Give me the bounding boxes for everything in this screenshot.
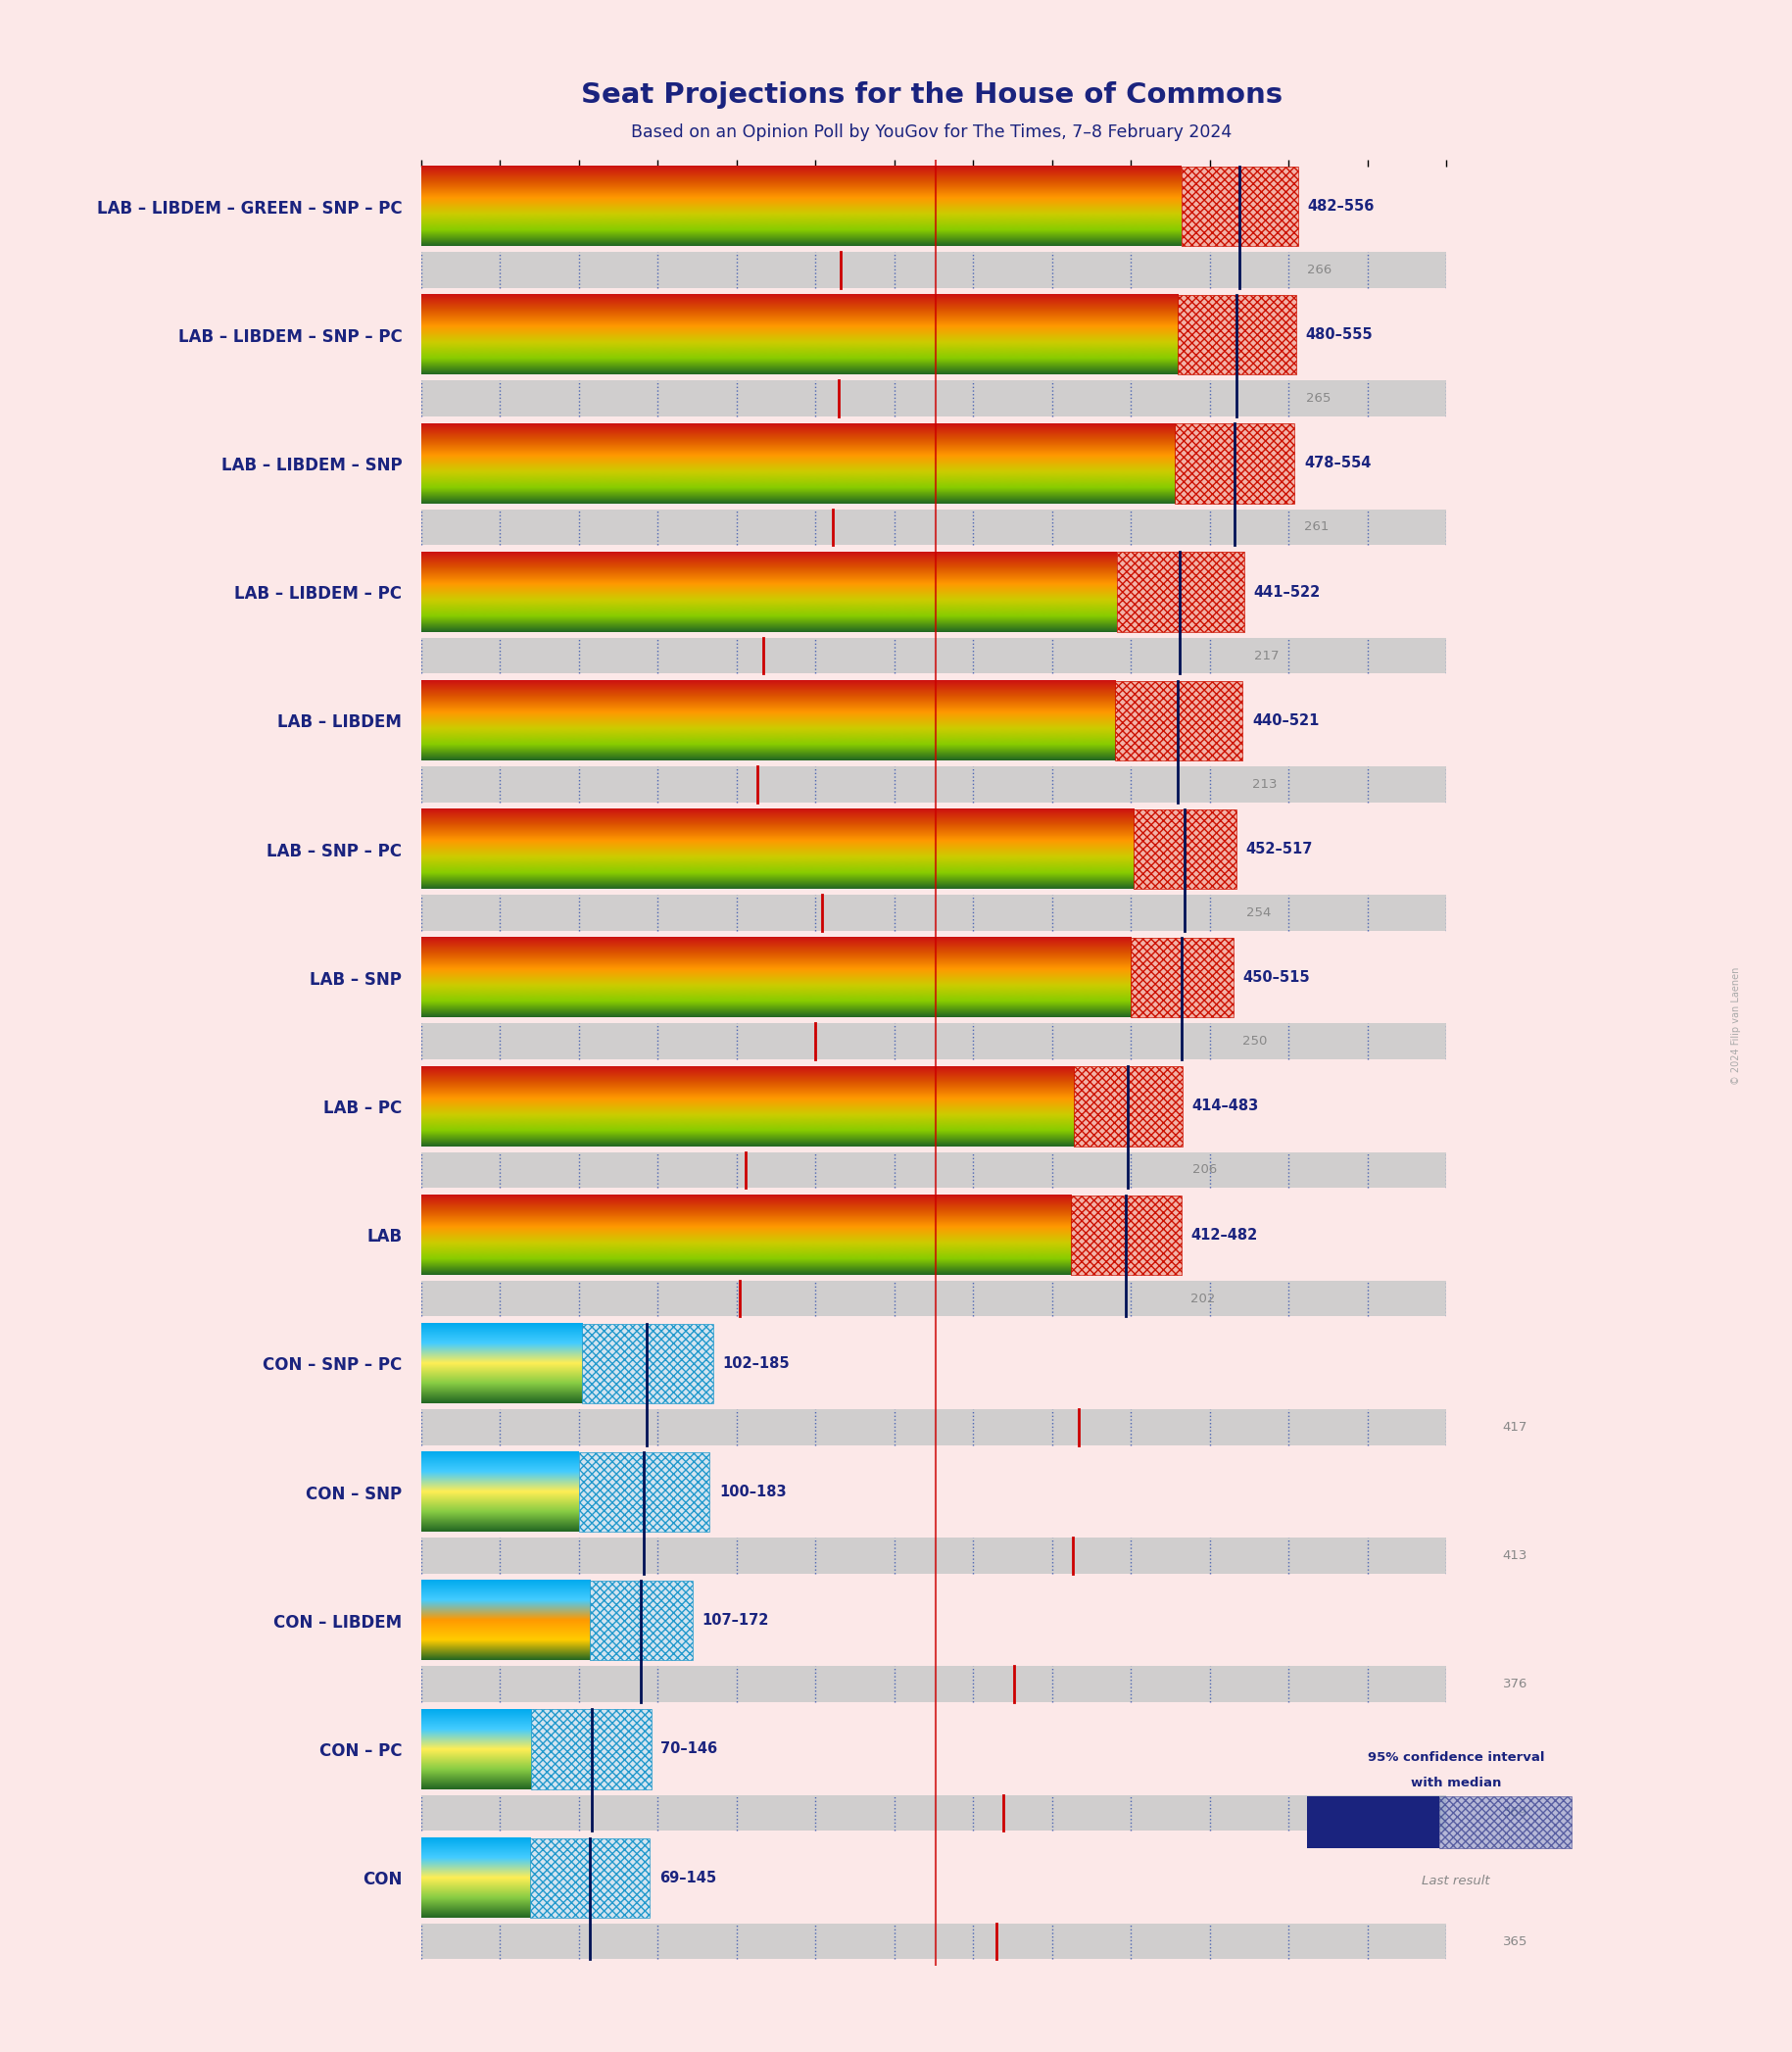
Text: 100–183: 100–183 xyxy=(719,1486,787,1500)
Text: 441–522: 441–522 xyxy=(1254,585,1321,599)
Text: 417: 417 xyxy=(1502,1420,1527,1434)
Text: © 2024 Filip van Laenen: © 2024 Filip van Laenen xyxy=(1731,966,1742,1086)
Text: 412–482: 412–482 xyxy=(1190,1227,1258,1241)
Text: 266: 266 xyxy=(1308,263,1331,277)
Text: 69–145: 69–145 xyxy=(659,1869,717,1886)
Bar xyxy=(590,1580,692,1660)
Bar xyxy=(1134,808,1236,889)
Bar xyxy=(421,1537,1446,1574)
Bar xyxy=(421,1024,1446,1059)
Text: 202: 202 xyxy=(1190,1293,1215,1305)
Bar xyxy=(1073,1067,1183,1147)
Text: Seat Projections for the House of Commons: Seat Projections for the House of Common… xyxy=(581,82,1283,109)
Bar xyxy=(1181,166,1297,246)
Bar xyxy=(421,252,1446,287)
Text: 450–515: 450–515 xyxy=(1242,971,1310,985)
Text: 365: 365 xyxy=(1502,1935,1527,1947)
Bar xyxy=(1131,938,1233,1018)
Text: 265: 265 xyxy=(1306,392,1331,404)
Bar xyxy=(530,1839,650,1919)
Bar xyxy=(1072,1194,1181,1274)
Bar xyxy=(1177,295,1296,376)
Bar xyxy=(421,1796,1446,1830)
Bar xyxy=(421,895,1446,932)
Bar xyxy=(1176,423,1296,503)
Bar xyxy=(590,1580,692,1660)
Bar xyxy=(421,638,1446,673)
Text: 254: 254 xyxy=(1245,907,1271,919)
Bar xyxy=(421,380,1446,417)
Text: Last result: Last result xyxy=(1421,1873,1491,1888)
Bar xyxy=(421,1923,1446,1960)
Bar xyxy=(1116,552,1244,632)
Text: 414–483: 414–483 xyxy=(1192,1100,1260,1114)
Text: 217: 217 xyxy=(1254,648,1279,663)
Bar xyxy=(421,1280,1446,1317)
Bar xyxy=(532,1709,650,1789)
Text: 250: 250 xyxy=(1242,1034,1267,1049)
Bar xyxy=(1176,423,1296,503)
Bar xyxy=(532,1709,650,1789)
Bar xyxy=(421,1151,1446,1188)
Bar xyxy=(579,1453,710,1533)
Bar xyxy=(1181,166,1297,246)
Text: 107–172: 107–172 xyxy=(702,1613,769,1627)
Text: 413: 413 xyxy=(1502,1549,1527,1562)
Bar xyxy=(1115,681,1242,761)
Bar xyxy=(1072,1194,1181,1274)
Text: 482–556: 482–556 xyxy=(1308,199,1374,213)
Text: 261: 261 xyxy=(1305,521,1330,534)
Bar xyxy=(582,1324,713,1404)
Text: 376: 376 xyxy=(1502,1679,1527,1691)
Bar xyxy=(421,509,1446,546)
Text: 213: 213 xyxy=(1253,778,1278,790)
Bar xyxy=(421,1410,1446,1445)
Bar xyxy=(421,1666,1446,1703)
Text: with median: with median xyxy=(1410,1777,1502,1789)
Text: 480–555: 480–555 xyxy=(1306,328,1373,343)
Text: 440–521: 440–521 xyxy=(1253,714,1319,728)
Bar xyxy=(421,765,1446,802)
Text: 102–185: 102–185 xyxy=(722,1356,790,1371)
Bar xyxy=(1134,808,1236,889)
Bar xyxy=(579,1453,710,1533)
Text: 452–517: 452–517 xyxy=(1245,841,1314,856)
Bar xyxy=(1439,1796,1572,1849)
Bar xyxy=(1177,295,1296,376)
Bar xyxy=(1306,1796,1439,1849)
Bar xyxy=(1115,681,1242,761)
Bar xyxy=(1131,938,1233,1018)
Bar xyxy=(1073,1067,1183,1147)
Bar xyxy=(1116,552,1244,632)
Bar xyxy=(582,1324,713,1404)
Text: 70–146: 70–146 xyxy=(661,1742,719,1757)
Bar xyxy=(530,1839,650,1919)
Text: 478–554: 478–554 xyxy=(1305,456,1371,470)
Text: 369: 369 xyxy=(1502,1806,1527,1820)
Text: 206: 206 xyxy=(1192,1163,1217,1176)
Text: Based on an Opinion Poll by YouGov for The Times, 7–8 February 2024: Based on an Opinion Poll by YouGov for T… xyxy=(631,123,1233,142)
Text: 95% confidence interval: 95% confidence interval xyxy=(1367,1750,1545,1763)
